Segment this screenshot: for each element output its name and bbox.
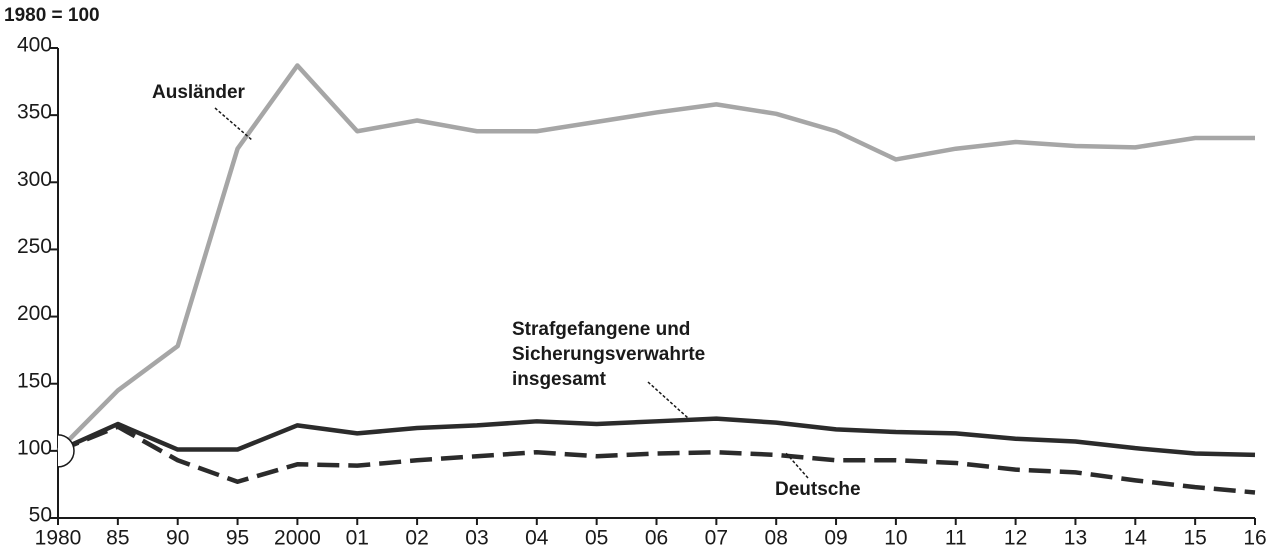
leader-line: [647, 381, 689, 419]
x-tick-label: 1980: [35, 527, 82, 550]
series-line: [56, 63, 1255, 453]
y-tick-label: 50: [29, 504, 52, 527]
leader-line: [214, 107, 253, 141]
x-tick-label: 16: [1243, 527, 1266, 550]
x-tick-label: 05: [585, 527, 608, 550]
x-tick-label: 06: [645, 527, 668, 550]
y-tick-label: 100: [17, 436, 52, 459]
x-tick-label: 02: [405, 527, 428, 550]
x-tick-label: 04: [525, 527, 549, 550]
y-tick-label: 150: [17, 369, 52, 392]
series-label: Strafgefangene und: [512, 319, 690, 340]
x-tick-label: 10: [884, 527, 907, 550]
y-tick-label: 350: [17, 101, 52, 124]
x-tick-label: 13: [1064, 527, 1087, 550]
x-tick-label: 85: [106, 527, 129, 550]
x-tick-label: 2000: [274, 527, 321, 550]
x-tick-label: 95: [226, 527, 249, 550]
x-tick-label: 01: [346, 527, 369, 550]
y-tick-label: 300: [17, 168, 52, 191]
x-tick-label: 03: [465, 527, 488, 550]
y-tick-label: 200: [17, 302, 52, 325]
leader-line: [784, 451, 809, 479]
series-label: Deutsche: [775, 479, 861, 500]
x-tick-label: 07: [705, 527, 728, 550]
x-tick-label: 11: [945, 527, 967, 550]
series-label: insgesamt: [512, 369, 607, 390]
base-marker: [57, 434, 75, 468]
y-tick-label: 250: [17, 235, 52, 258]
x-tick-label: 08: [765, 527, 788, 550]
unit-label: 1980 = 100: [4, 5, 100, 26]
y-tick-label: 400: [17, 34, 52, 57]
x-tick-label: 09: [824, 527, 847, 550]
x-tick-label: 15: [1183, 527, 1206, 550]
series-label: Ausländer: [152, 82, 246, 103]
x-tick-label: 90: [166, 527, 189, 550]
x-tick-label: 12: [1004, 527, 1027, 550]
series-line: [57, 424, 1256, 495]
series-line: [57, 416, 1256, 458]
series-label: Sicherungsverwahrte: [512, 344, 705, 365]
x-tick-label: 14: [1124, 527, 1148, 550]
